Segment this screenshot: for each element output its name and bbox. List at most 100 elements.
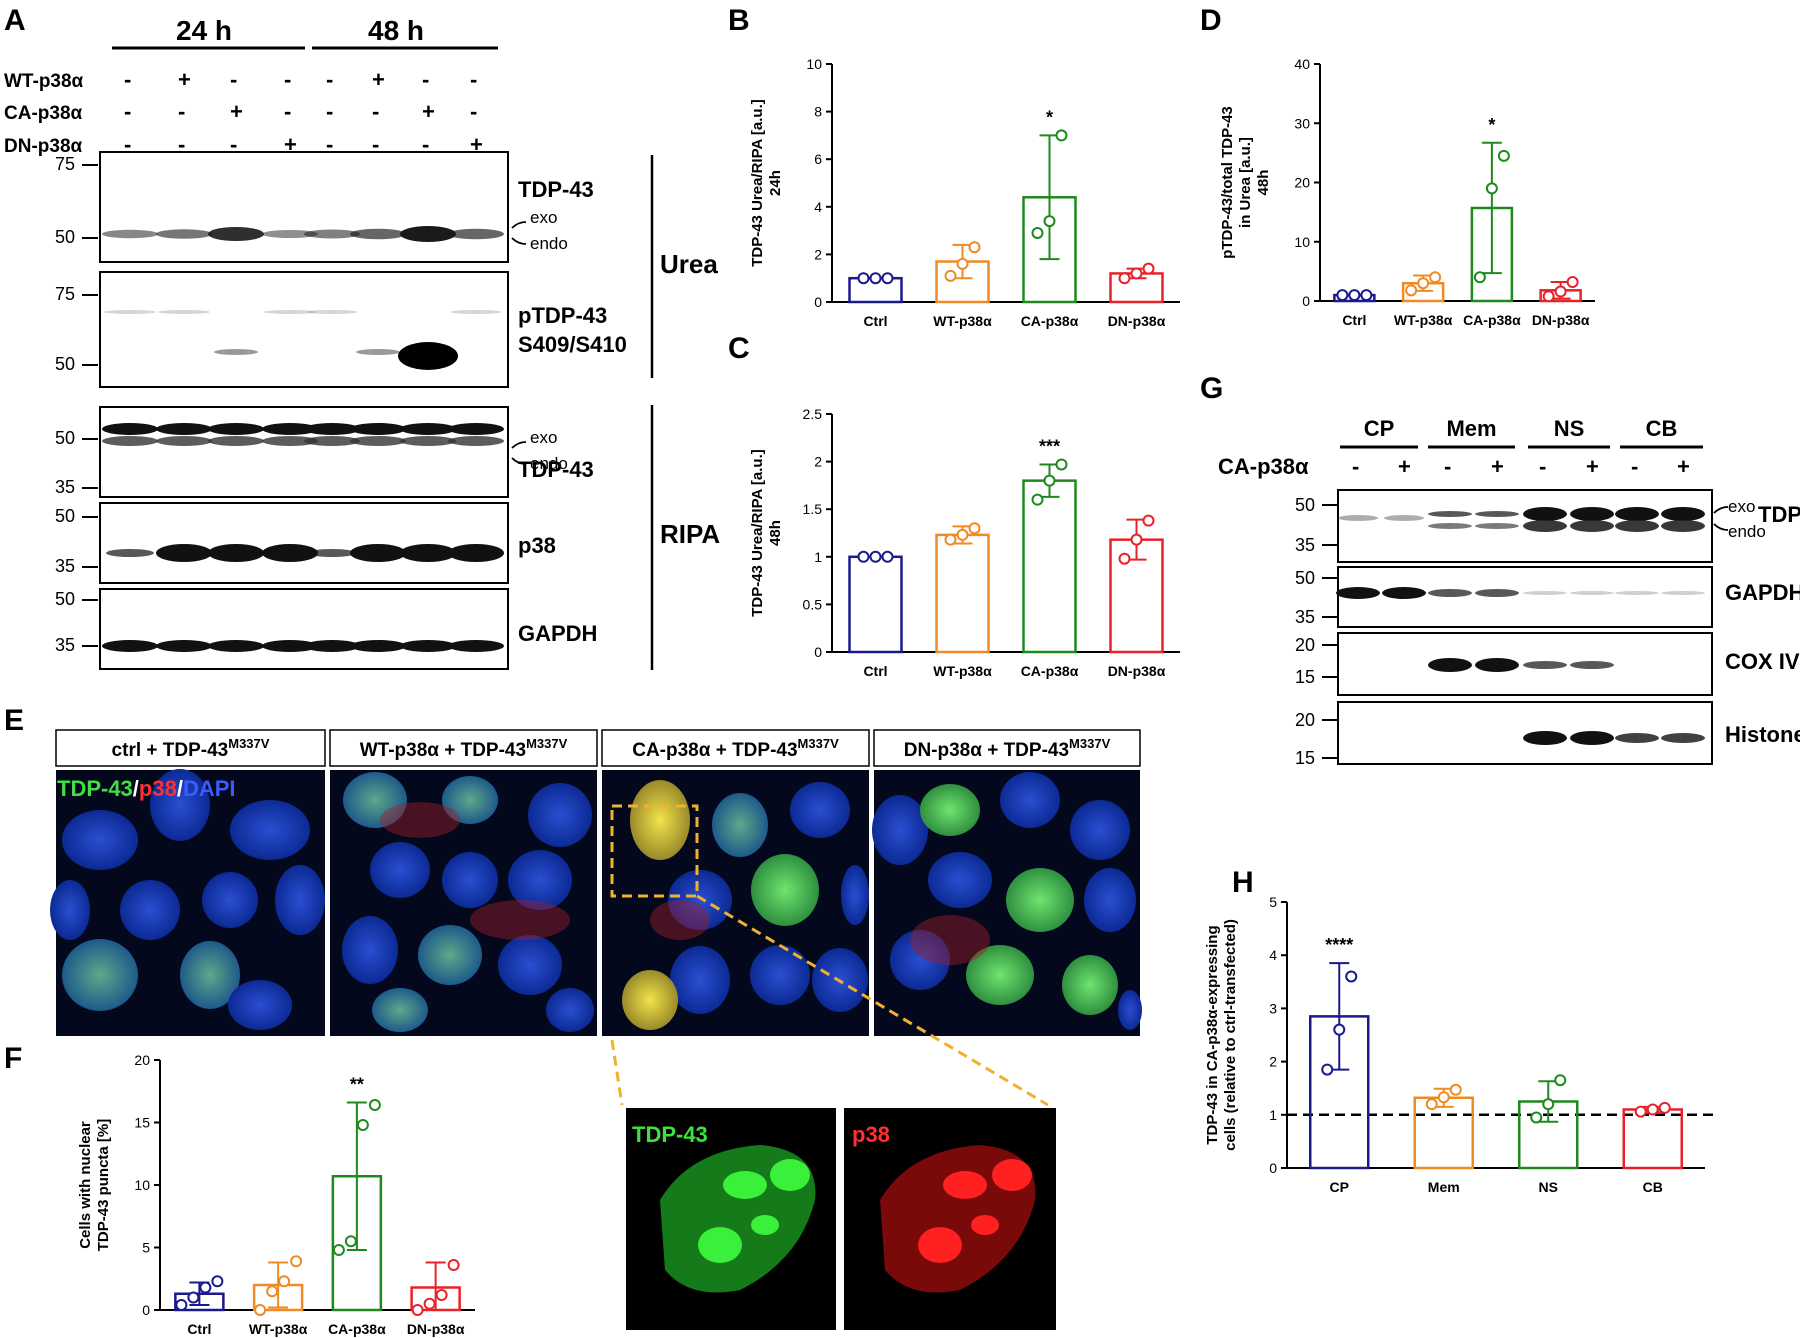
image-title-1: WT-p38α + TDP-43M337V bbox=[360, 736, 568, 761]
row-label-2: DN-p38α bbox=[4, 136, 83, 157]
xcat-D-1: WT-p38α bbox=[1394, 312, 1453, 328]
blot-ptdp43-band-2-0 bbox=[214, 349, 258, 355]
xcat-H-3: CB bbox=[1643, 1179, 1663, 1195]
nucleus-1-5 bbox=[508, 850, 572, 910]
bar-C-1 bbox=[935, 533, 990, 654]
blot-tdp43-ripa-band-7-1 bbox=[448, 436, 504, 446]
image-title-sup-0: M337V bbox=[228, 736, 270, 751]
sign-2-7: + bbox=[470, 132, 483, 157]
blot-p38-band-6-0 bbox=[400, 544, 456, 562]
panel-letter-a: A bbox=[4, 4, 26, 37]
sig-B-2: * bbox=[1046, 107, 1053, 127]
point-F-2-1 bbox=[344, 1235, 357, 1248]
xcat-B-1: WT-p38α bbox=[933, 313, 992, 329]
ytick-label-F-0: 0 bbox=[142, 1302, 150, 1318]
blot-tdp43-ripa-band-6-0 bbox=[400, 423, 456, 435]
image-title-sup-2: M337V bbox=[798, 736, 840, 751]
blot-gapdh-band-5-0 bbox=[350, 640, 406, 652]
cytoplasm-red-0 bbox=[380, 802, 460, 838]
blot-p38-band-0-0 bbox=[106, 549, 154, 557]
chart-d: 0 10 20 30 40 Ctrl WT-p38α CA-p38α * DN-p38α pTDP-… bbox=[1219, 56, 1595, 328]
zoom-box bbox=[610, 804, 699, 898]
ytick-label-D-4: 40 bbox=[1294, 56, 1310, 72]
nucleus-0-7 bbox=[62, 939, 138, 1011]
inset-label-p38: p38 bbox=[852, 1122, 890, 1147]
g-marker-3-1: 15 bbox=[1295, 748, 1315, 768]
point-C-2-1 bbox=[1043, 474, 1056, 487]
blot-tdp43-ripa-band-3-0 bbox=[262, 423, 318, 435]
ytick-label-D-2: 20 bbox=[1294, 175, 1310, 191]
ytick-label-C-0: 0 bbox=[814, 644, 822, 660]
g-blot-label-3: Histone H3 bbox=[1725, 722, 1800, 747]
ytick-label-H-2: 2 bbox=[1269, 1054, 1277, 1070]
blot-gapdh-band-4-0 bbox=[304, 640, 360, 652]
blot-g-gapdh-band-0-0 bbox=[1336, 587, 1380, 599]
image-title-text-2: CA-p38α + TDP-43 bbox=[632, 740, 797, 761]
chart-f: 0 5 10 15 20 Ctrl WT-p38α CA-p38α ** DN-p38α Cells… bbox=[77, 1052, 475, 1337]
exo-label-0: exo bbox=[530, 208, 557, 227]
blot-ptdp43-frame bbox=[99, 271, 509, 388]
nucleus-2-6 bbox=[670, 946, 730, 1014]
xcat-D-3: DN-p38α bbox=[1532, 312, 1590, 328]
point-B-0-0 bbox=[857, 272, 870, 285]
inset-panels: TDP-43 p38 bbox=[626, 1108, 1056, 1330]
point-B-1-0 bbox=[944, 269, 957, 282]
blot-ptdp43-band-1-0 bbox=[158, 310, 210, 314]
blot-tdp43-urea-frame bbox=[99, 151, 509, 263]
blot-g-cox4-band-3-0 bbox=[1475, 658, 1519, 672]
chart-h: 0 1 2 3 4 5 CP **** Mem NS CB TDP-43 in CA-p38α-exp… bbox=[1204, 894, 1715, 1195]
point-F-0-2 bbox=[199, 1281, 212, 1294]
xcat-C-2: CA-p38α bbox=[1021, 663, 1079, 679]
nucleus-0-8 bbox=[228, 980, 292, 1030]
point-D-2-2 bbox=[1497, 149, 1510, 162]
marker-3-0: 50 bbox=[55, 506, 75, 526]
western-blots: 75 50 TDP-43 75 50 pTDP-43 S409/S410 50 35 TDP-43… bbox=[55, 151, 627, 670]
xcat-C-3: DN-p38α bbox=[1108, 663, 1166, 679]
point-F-0-0 bbox=[175, 1299, 188, 1311]
legend-tdp43: TDP-43 bbox=[57, 776, 133, 801]
point-F-3-3 bbox=[447, 1259, 460, 1271]
panel-letter-h: H bbox=[1232, 866, 1254, 899]
blot-g-histone-band-7-0 bbox=[1661, 733, 1705, 743]
blot-g-histone-band-4-0 bbox=[1523, 731, 1567, 745]
ytick-label-H-0: 0 bbox=[1269, 1160, 1277, 1176]
blot-label-4: GAPDH bbox=[518, 621, 597, 646]
ytick-label-H-3: 3 bbox=[1269, 1000, 1277, 1016]
ylabel-B-1: 24h bbox=[767, 170, 784, 196]
blot-p38-band-4-0 bbox=[308, 549, 356, 557]
image-title-text-0: ctrl + TDP-43 bbox=[112, 740, 229, 761]
point-C-0-0 bbox=[857, 550, 870, 563]
ytick-label-C-2: 1 bbox=[814, 549, 822, 565]
point-C-3-0 bbox=[1118, 552, 1131, 565]
blot-g-tdp43-band-3-1 bbox=[1475, 523, 1519, 529]
point-H-1-2 bbox=[1449, 1083, 1462, 1096]
blot-p38-band-7-0 bbox=[448, 544, 504, 562]
panel-letter-g: G bbox=[1200, 372, 1223, 405]
sign-2-6: - bbox=[422, 132, 429, 157]
nucleus-3-9 bbox=[1062, 955, 1118, 1015]
image-title-sup-1: M337V bbox=[526, 736, 568, 751]
sign-2-3: + bbox=[284, 132, 297, 157]
point-C-2-0 bbox=[1031, 493, 1044, 506]
blot-label-3: p38 bbox=[518, 533, 556, 558]
image-title-box-3 bbox=[873, 729, 1141, 767]
ytick-label-C-4: 2 bbox=[814, 454, 822, 470]
marker-0-1: 50 bbox=[55, 227, 75, 247]
sign-2-0: - bbox=[124, 132, 131, 157]
blot-tdp43-ripa-frame bbox=[99, 406, 509, 498]
sig-H-0: **** bbox=[1325, 935, 1353, 955]
marker-1-1: 50 bbox=[55, 354, 75, 374]
g-marker-1-0: 50 bbox=[1295, 568, 1315, 588]
ylabel-D-2: 48h bbox=[1255, 170, 1272, 196]
treatment-rows: WT-p38α - + - - - + - - CA-p38α - - + - - - + - DN-p38α - - -… bbox=[4, 67, 483, 157]
blot-g-cox4-band-2-0 bbox=[1428, 658, 1472, 672]
blot-tdp43-ripa-band-6-1 bbox=[400, 436, 456, 446]
panel-a: 24 h 48 h WT-p38α - + - - - + - - CA-p38α - - + - - - + -… bbox=[4, 15, 720, 670]
nucleus-3-6 bbox=[1084, 868, 1136, 932]
image-title-box-2 bbox=[601, 729, 870, 767]
xcat-C-1: WT-p38α bbox=[933, 663, 992, 679]
point-B-3-0 bbox=[1118, 272, 1131, 285]
bar-H-3 bbox=[1622, 1108, 1683, 1170]
blot-tdp43-ripa-band-5-0 bbox=[350, 423, 406, 435]
sig-D-2: * bbox=[1488, 115, 1495, 135]
